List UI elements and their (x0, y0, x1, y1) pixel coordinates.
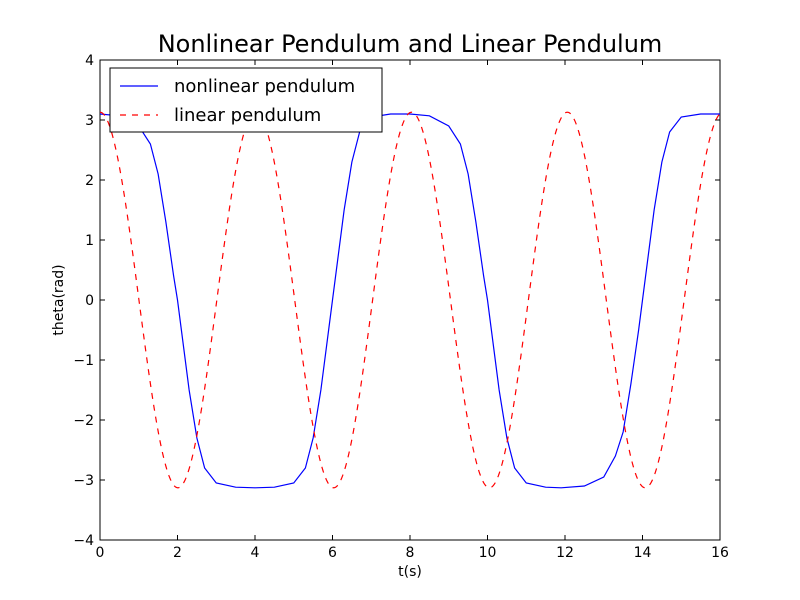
plot-area (99, 59, 721, 541)
x-tick-label: 6 (328, 545, 337, 561)
y-tick-label: −3 (73, 473, 94, 489)
y-tick-label: 4 (85, 53, 94, 69)
y-axis-label: theta(rad) (51, 264, 67, 335)
series-layer (99, 111, 721, 489)
x-tick-label: 2 (173, 545, 182, 561)
x-tick-label: 0 (96, 545, 105, 561)
y-tick-label: −4 (73, 533, 94, 549)
y-tick-label: 0 (85, 293, 94, 309)
x-tick-label: 4 (251, 545, 260, 561)
y-tick-label: −2 (73, 413, 94, 429)
y-tick-label: 1 (85, 233, 94, 249)
legend: nonlinear pendulum linear pendulum (109, 67, 383, 133)
chart-title: Nonlinear Pendulum and Linear Pendulum (158, 30, 663, 58)
legend-box (109, 67, 383, 133)
y-tick-label: 3 (85, 113, 94, 129)
x-tick-label: 8 (406, 545, 415, 561)
legend-label-linear: linear pendulum (174, 105, 321, 126)
x-tick-label: 10 (479, 545, 497, 561)
legend-label-nonlinear: nonlinear pendulum (174, 76, 355, 97)
y-tick-label: −1 (73, 353, 94, 369)
x-tick-label: 14 (634, 545, 652, 561)
series-line-nonlinear-pendulum (99, 113, 720, 489)
x-tick-label: 16 (711, 545, 729, 561)
x-tick-label: 12 (556, 545, 574, 561)
y-tick-label: 2 (85, 173, 94, 189)
x-axis-label: t(s) (398, 564, 422, 580)
series-line-linear-pendulum (99, 111, 721, 489)
